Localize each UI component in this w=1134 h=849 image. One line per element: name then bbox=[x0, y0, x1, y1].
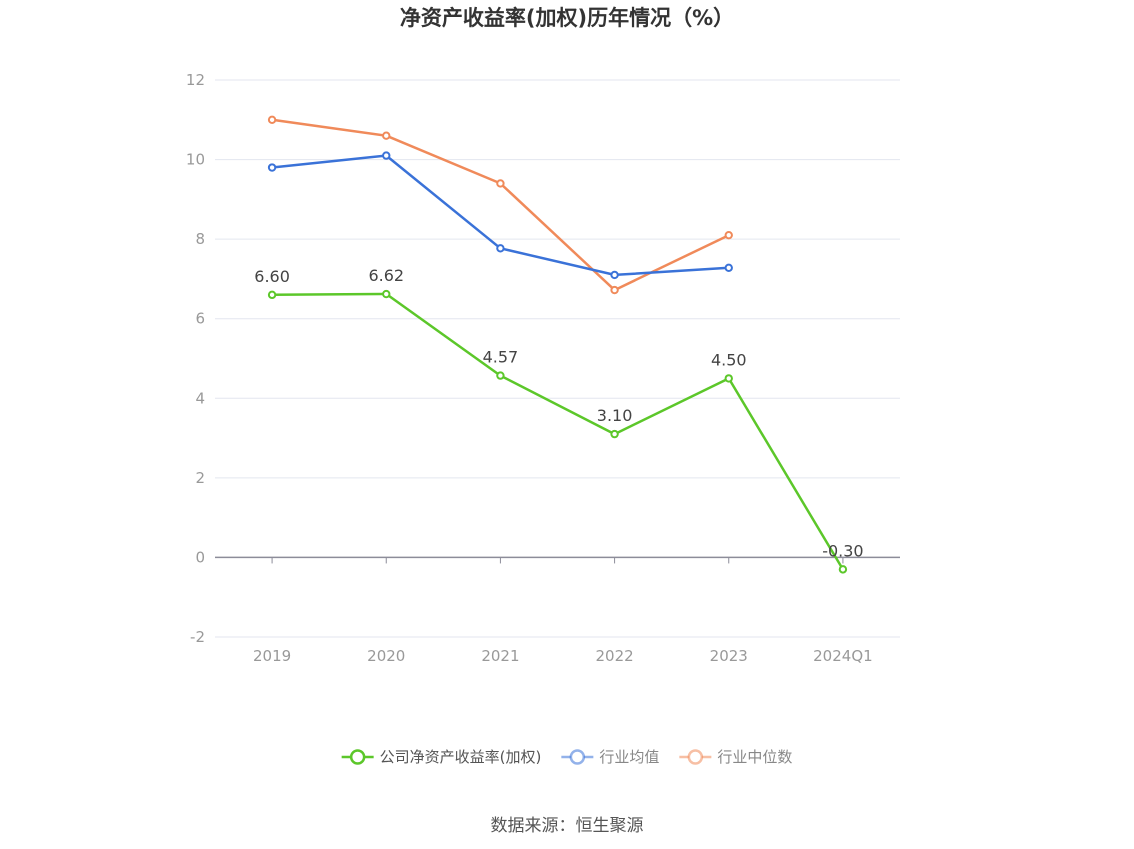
data-point bbox=[267, 163, 277, 172]
series-line bbox=[271, 118, 730, 292]
data-point bbox=[610, 285, 619, 295]
legend-label: 行业中位数 bbox=[717, 748, 792, 766]
data-label: -0.30 bbox=[822, 541, 863, 560]
data-point bbox=[610, 429, 619, 439]
source-note: 数据来源：恒生聚源 bbox=[490, 816, 644, 836]
x-tick-label: 2022 bbox=[595, 647, 633, 665]
y-tick-label: 6 bbox=[195, 310, 205, 328]
axes: -2 0 2 4 6 8 10 12 2019 2020 2021 2022 2023 2024Q1 bbox=[186, 71, 900, 665]
legend-marker bbox=[569, 749, 586, 765]
series-line bbox=[271, 154, 729, 277]
data-point bbox=[838, 565, 848, 574]
data-labels: 6.60 6.62 4.57 3.10 4.50 -0.30 bbox=[254, 266, 863, 560]
legend-item: 行业中位数 bbox=[679, 748, 792, 766]
x-tick-label: 2019 bbox=[253, 647, 291, 665]
chart-title: 净资产收益率(加权)历年情况（%） bbox=[399, 6, 735, 30]
y-tick-label: 0 bbox=[195, 548, 205, 566]
data-label: 3.10 bbox=[597, 406, 633, 425]
data-point bbox=[496, 244, 505, 253]
series-line bbox=[272, 292, 844, 571]
y-tick-label: 2 bbox=[195, 469, 205, 487]
x-tick-label: 2020 bbox=[367, 647, 405, 665]
data-label: 6.60 bbox=[254, 267, 290, 286]
legend-marker bbox=[687, 749, 704, 765]
legend: 公司净资产收益率(加权) 行业均值 行业中位数 bbox=[341, 748, 792, 766]
data-point bbox=[724, 374, 733, 383]
legend-item: 行业均值 bbox=[561, 748, 659, 766]
data-label: 4.50 bbox=[711, 350, 747, 369]
x-tick-label: 2024Q1 bbox=[813, 647, 873, 665]
y-tick-label: 12 bbox=[186, 71, 205, 89]
legend-marker bbox=[349, 749, 366, 765]
data-point bbox=[610, 270, 619, 280]
y-tick-label: -2 bbox=[190, 628, 205, 646]
legend-label: 公司净资产收益率(加权) bbox=[380, 748, 542, 766]
x-tick-label: 2023 bbox=[710, 647, 748, 665]
data-point bbox=[724, 230, 733, 240]
grid-lines bbox=[215, 79, 900, 638]
data-point bbox=[267, 290, 277, 300]
x-tick-label: 2021 bbox=[481, 647, 519, 665]
series-lines bbox=[267, 115, 848, 574]
y-tick-label: 8 bbox=[195, 230, 205, 248]
data-point bbox=[724, 263, 733, 272]
data-point bbox=[496, 371, 505, 380]
data-point bbox=[382, 151, 391, 160]
y-tick-label: 4 bbox=[195, 389, 205, 407]
data-point bbox=[382, 289, 391, 299]
data-point bbox=[382, 131, 391, 140]
data-point bbox=[267, 115, 277, 124]
y-tick-label: 10 bbox=[186, 151, 205, 169]
data-label: 4.57 bbox=[483, 348, 519, 367]
data-point bbox=[496, 179, 505, 188]
data-label: 6.62 bbox=[368, 266, 404, 285]
legend-item: 公司净资产收益率(加权) bbox=[341, 748, 542, 766]
legend-label: 行业均值 bbox=[599, 748, 659, 766]
